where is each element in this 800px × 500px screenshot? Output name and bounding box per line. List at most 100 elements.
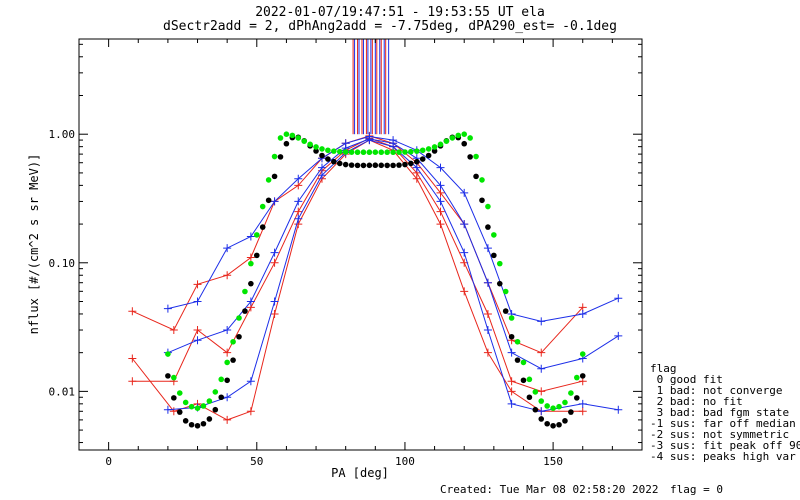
fit-point — [354, 149, 361, 156]
legend-item: -2 sus: not symmetric — [650, 428, 789, 441]
fit-point — [348, 162, 355, 168]
fit-point — [253, 252, 260, 259]
fit-point — [319, 146, 325, 152]
fit-point — [502, 288, 509, 295]
axes: 0 50 100 150 0.01 0.10 1.00 — [49, 39, 642, 468]
data-point — [614, 331, 623, 340]
fit-point — [520, 377, 527, 384]
fit-point — [390, 162, 396, 169]
fit-point — [431, 144, 438, 150]
data-point — [460, 220, 469, 229]
fit-point — [520, 359, 527, 366]
fit-point — [396, 162, 402, 168]
fit-point — [271, 173, 278, 180]
flag-value: flag = 0 — [670, 483, 723, 496]
fit-point — [283, 140, 290, 147]
x-tick-label: 150 — [543, 455, 563, 468]
fit-point — [295, 135, 302, 141]
x-tick-label: 50 — [250, 455, 263, 468]
data-point — [317, 171, 326, 180]
data-point — [223, 326, 232, 335]
data-point — [193, 326, 202, 335]
fit-point — [491, 252, 497, 259]
fit-point — [182, 399, 189, 406]
fit-point — [479, 177, 485, 183]
data-point — [436, 207, 445, 216]
fit-point — [461, 140, 468, 147]
fit-point — [455, 132, 462, 139]
fit-point — [550, 405, 556, 411]
fit-point — [224, 359, 230, 366]
data-point — [246, 297, 255, 306]
fit-point — [384, 162, 390, 169]
data-point — [537, 364, 546, 373]
fit-point — [230, 357, 236, 363]
data-point — [483, 309, 492, 318]
series-4 — [163, 134, 623, 373]
data-point — [436, 188, 445, 197]
fit-point — [212, 406, 219, 413]
fit-point — [236, 315, 242, 321]
data-point — [578, 309, 587, 318]
fit-point — [354, 162, 361, 169]
data-point — [270, 258, 279, 267]
data-point — [294, 214, 303, 223]
fit-point — [402, 149, 408, 155]
data-point — [223, 244, 232, 253]
fit-point — [360, 149, 367, 156]
series-3 — [163, 132, 623, 326]
fit-point — [538, 398, 545, 404]
fit-point — [248, 280, 254, 287]
series-line — [132, 137, 583, 392]
fit-point — [176, 390, 183, 396]
fit-point — [425, 146, 432, 152]
series-line — [167, 138, 619, 370]
data-point — [412, 163, 421, 172]
fit-point — [396, 149, 402, 155]
fit-point — [336, 148, 343, 155]
data-point — [223, 271, 232, 280]
data-point — [389, 142, 398, 151]
legend-item: -3 sus: fit peak off 90 — [650, 439, 800, 452]
data-point — [460, 287, 469, 296]
fit-point — [550, 422, 556, 429]
fit-point — [514, 338, 521, 345]
series-line — [167, 135, 619, 322]
data-point — [365, 136, 374, 145]
x-axis-label: PA [deg] — [331, 466, 389, 480]
chart-subtitle: dSectr2add = 2, dPhAng2add = -7.75deg, d… — [163, 19, 617, 34]
data-point — [246, 253, 255, 262]
fit-point — [496, 260, 503, 267]
data-point — [614, 405, 623, 414]
series-5 — [163, 136, 623, 416]
data-point — [436, 163, 445, 172]
fit-point — [277, 154, 284, 160]
data-point — [193, 297, 202, 306]
fit-point — [176, 409, 183, 415]
data-point — [128, 354, 137, 363]
data-point — [270, 197, 279, 206]
fit-point — [212, 389, 219, 395]
created-timestamp: Created: Tue Mar 08 02:58:20 2022 — [440, 483, 659, 496]
y-axis-label: nflux [#/(cm^2 s sr MeV)] — [27, 154, 41, 335]
fit-point — [437, 141, 444, 148]
data-point — [294, 174, 303, 183]
data-point — [317, 163, 326, 172]
fit-point — [579, 373, 586, 379]
fit-point — [390, 149, 396, 156]
fit-point — [508, 333, 515, 340]
y-tick-label: 0.10 — [49, 257, 76, 270]
fit-point — [200, 420, 207, 427]
data-point — [436, 220, 445, 229]
data-point — [614, 294, 623, 303]
fit-point — [408, 148, 414, 155]
data-point — [163, 304, 172, 313]
fit-point — [419, 156, 426, 162]
fit-point — [307, 141, 313, 148]
fit-point — [259, 203, 266, 210]
legend-item: 2 bad: no fit — [650, 395, 743, 408]
fit-point — [242, 288, 248, 295]
fit-point — [301, 138, 308, 144]
legend-item: 1 bad: not converge — [650, 384, 782, 397]
fit-point — [248, 260, 254, 267]
